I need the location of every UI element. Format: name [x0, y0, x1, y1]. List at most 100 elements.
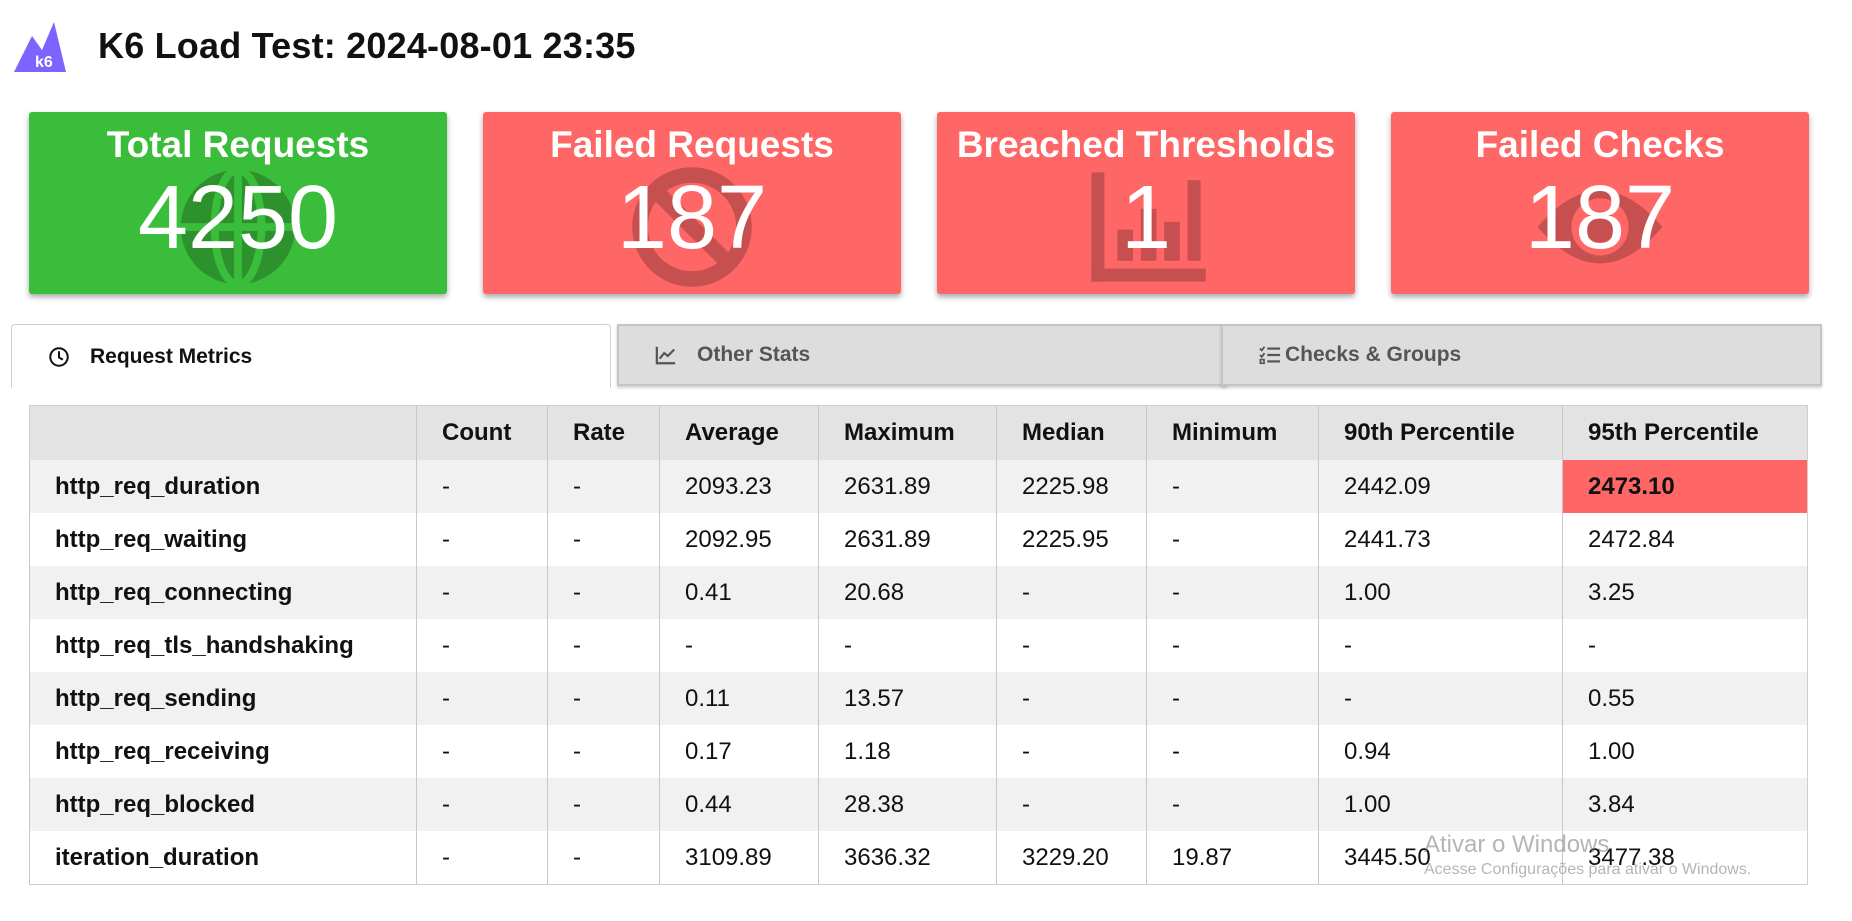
value-cell: 3229.20	[996, 831, 1147, 885]
metrics-table-container: Count Rate Average Maximum Median Minimu…	[29, 405, 1808, 885]
tab-other-stats[interactable]: Other Stats	[617, 324, 1227, 386]
value-cell: 0.41	[659, 566, 819, 619]
value-cell: 2442.09	[1318, 460, 1563, 513]
metric-name-cell: http_req_duration	[29, 460, 417, 513]
value-cell: -	[1146, 672, 1319, 725]
table-row: http_req_waiting - -2092.95 2631.89 2225.95-…	[29, 513, 1808, 566]
value-cell: -	[416, 831, 548, 885]
table-body: http_req_duration - -2093.23 2631.89 2225.98…	[29, 460, 1808, 885]
column-header: 95th Percentile	[1562, 405, 1808, 460]
table-row: http_req_duration - -2093.23 2631.89 2225.98…	[29, 460, 1808, 513]
value-cell: 0.11	[659, 672, 819, 725]
tab-label: Other Stats	[697, 343, 811, 366]
value-cell: -	[818, 619, 997, 672]
card-value: 187	[1524, 168, 1676, 268]
summary-cards: Total Requests 4250 Failed Requests 187 …	[29, 112, 1809, 294]
column-header: Average	[659, 405, 819, 460]
table-row: http_req_blocked - -0.44 28.38- -1.00 3.84	[29, 778, 1808, 831]
value-cell: 0.55	[1562, 672, 1808, 725]
value-cell: 0.94	[1318, 725, 1563, 778]
column-header: Maximum	[818, 405, 997, 460]
table-row: iteration_duration - -3109.89 3636.32 3229.2…	[29, 831, 1808, 885]
table-row: http_req_receiving - -0.17 1.18- -0.94 1.00	[29, 725, 1808, 778]
value-cell: 3.84	[1562, 778, 1808, 831]
value-cell: 3636.32	[818, 831, 997, 885]
table-header-row: Count Rate Average Maximum Median Minimu…	[29, 405, 1808, 460]
table-row: http_req_tls_handshaking - - - - - - - -	[29, 619, 1808, 672]
metrics-table: Count Rate Average Maximum Median Minimu…	[29, 405, 1808, 885]
value-cell: -	[996, 672, 1147, 725]
value-cell: -	[416, 672, 548, 725]
value-cell: -	[659, 619, 819, 672]
value-cell: -	[547, 778, 660, 831]
card-total-requests: Total Requests 4250	[29, 112, 447, 294]
value-cell: 2441.73	[1318, 513, 1563, 566]
metric-name-cell: http_req_connecting	[29, 566, 417, 619]
value-cell: -	[547, 619, 660, 672]
value-cell: -	[996, 566, 1147, 619]
card-value: 4250	[137, 168, 339, 268]
value-cell: -	[416, 460, 548, 513]
column-header: Rate	[547, 405, 660, 460]
value-cell: 1.00	[1318, 778, 1563, 831]
card-label: Failed Checks	[1475, 124, 1725, 165]
column-header: Median	[996, 405, 1147, 460]
metric-name-cell: http_req_waiting	[29, 513, 417, 566]
value-cell: 2092.95	[659, 513, 819, 566]
value-cell: -	[547, 831, 660, 885]
value-cell: -	[416, 513, 548, 566]
value-cell: 2472.84	[1562, 513, 1808, 566]
value-cell: 2093.23	[659, 460, 819, 513]
k6-logo: k6	[14, 22, 66, 72]
clock-icon	[49, 346, 69, 367]
column-header: 90th Percentile	[1318, 405, 1563, 460]
table-row: http_req_connecting - -0.41 20.68- -1.00 3.25	[29, 566, 1808, 619]
tab-label: Checks & Groups	[1285, 343, 1462, 366]
card-label: Total Requests	[106, 124, 370, 165]
tab-checks-groups[interactable]: Checks & Groups	[1221, 324, 1822, 386]
chart-bar-icon	[1091, 172, 1206, 282]
value-cell: -	[547, 725, 660, 778]
table-row: http_req_sending - -0.11 13.57- - -0.55	[29, 672, 1808, 725]
value-cell: 3477.38	[1562, 831, 1808, 885]
value-cell: 28.38	[818, 778, 997, 831]
card-value: 187	[616, 168, 768, 268]
column-header: Count	[416, 405, 548, 460]
value-cell: -	[547, 460, 660, 513]
card-failed-checks: Failed Checks 187	[1391, 112, 1809, 294]
card-value: 1	[1120, 168, 1172, 268]
tab-bar: Request Metrics Other Stats Checks & Gro…	[11, 324, 1822, 388]
value-cell: 1.00	[1318, 566, 1563, 619]
value-cell: -	[416, 566, 548, 619]
metric-name-cell: http_req_tls_handshaking	[29, 619, 417, 672]
metric-name-cell: http_req_receiving	[29, 725, 417, 778]
value-cell: -	[547, 566, 660, 619]
value-cell: -	[1146, 566, 1319, 619]
value-cell: 3.25	[1562, 566, 1808, 619]
value-cell: -	[547, 513, 660, 566]
value-cell: -	[416, 778, 548, 831]
value-cell: 2225.98	[996, 460, 1147, 513]
line-chart-icon	[655, 346, 676, 365]
value-cell: -	[416, 725, 548, 778]
value-cell: 3445.50	[1318, 831, 1563, 885]
value-cell: -	[1146, 619, 1319, 672]
value-cell: 2631.89	[818, 460, 997, 513]
value-cell: 1.18	[818, 725, 997, 778]
value-cell: 2631.89	[818, 513, 997, 566]
tab-request-metrics[interactable]: Request Metrics	[11, 324, 611, 388]
card-label: Failed Requests	[550, 124, 834, 165]
value-cell: -	[1318, 619, 1563, 672]
value-cell: 0.44	[659, 778, 819, 831]
tab-label: Request Metrics	[90, 344, 253, 368]
value-cell: 13.57	[818, 672, 997, 725]
value-cell: 2225.95	[996, 513, 1147, 566]
value-cell: -	[1562, 619, 1808, 672]
value-cell: -	[1318, 672, 1563, 725]
metric-name-cell: http_req_sending	[29, 672, 417, 725]
svg-text:k6: k6	[35, 54, 53, 71]
value-cell: -	[1146, 778, 1319, 831]
card-label: Breached Thresholds	[956, 124, 1336, 165]
metric-name-cell: http_req_blocked	[29, 778, 417, 831]
value-cell: -	[996, 725, 1147, 778]
